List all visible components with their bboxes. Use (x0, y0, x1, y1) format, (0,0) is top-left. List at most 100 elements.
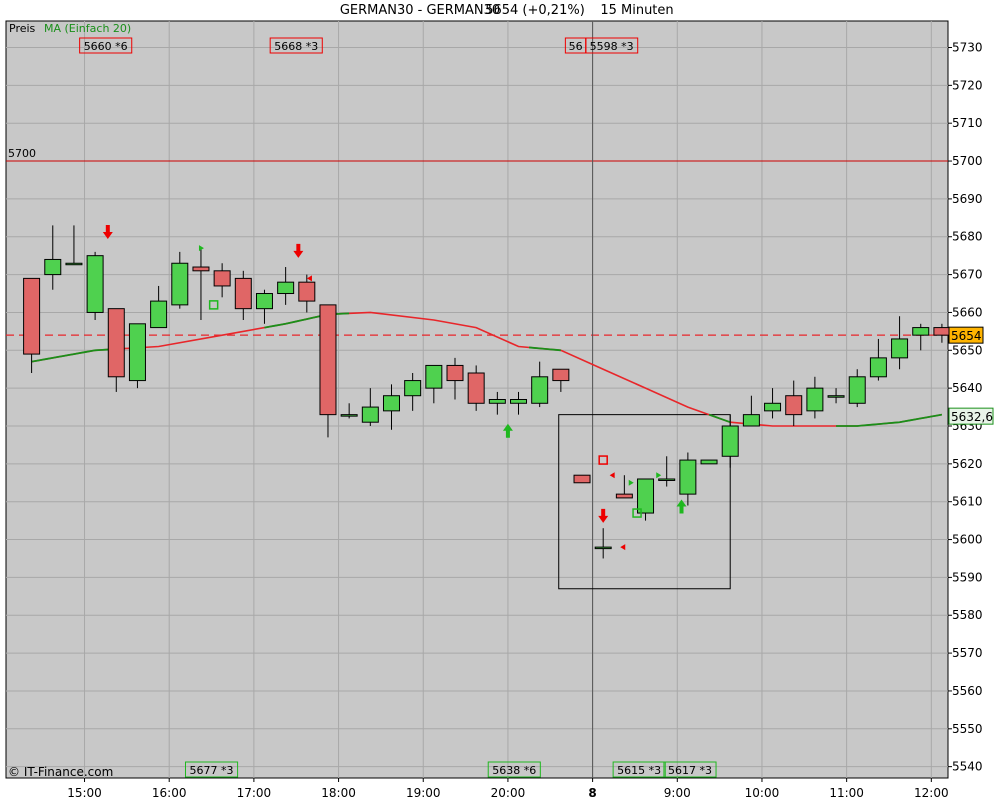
y-tick-label: 5560 (952, 684, 983, 698)
signal-square (632, 508, 642, 518)
candle-up (361, 406, 379, 423)
candle-up (700, 459, 718, 465)
candle-up (721, 425, 739, 457)
candle-up (65, 262, 83, 266)
candle-up (679, 459, 697, 495)
y-tick-label: 5570 (952, 646, 983, 660)
sell-arrow (293, 243, 304, 258)
y-tick-label: 5670 (952, 268, 983, 282)
ma-tag (948, 407, 994, 425)
candle-up (742, 414, 760, 427)
x-tick-label: 12:00 (914, 786, 949, 800)
legend-ma: MA (Einfach 20) (44, 22, 131, 35)
x-tick-label: 19:00 (406, 786, 441, 800)
y-tick-label: 5650 (952, 343, 983, 357)
candle-up (171, 262, 189, 306)
candle-up (531, 376, 549, 404)
last-price-tag-label: 5654 (951, 329, 982, 343)
x-tick-label: 17:00 (237, 786, 272, 800)
x-tick-label: 10:00 (745, 786, 780, 800)
x-tick-label: 8 (588, 786, 596, 800)
chart-price: 5654 (+0,21%) (485, 3, 585, 18)
candle-up (510, 399, 528, 404)
top-label-box (585, 37, 639, 54)
y-tick-label: 5680 (952, 230, 983, 244)
y-tick-label: 5590 (952, 570, 983, 584)
y-tick-label: 5540 (952, 760, 983, 774)
candle-up (827, 395, 845, 398)
sell-arrow (102, 224, 113, 239)
signal-marker (656, 472, 662, 479)
candle-down (615, 493, 633, 499)
candle-up (340, 414, 358, 417)
y-tick-label: 5600 (952, 533, 983, 547)
chart-symbol: GERMAN30 - GERMAN30 (340, 3, 500, 18)
candle-down (933, 327, 951, 336)
candle-down (192, 266, 210, 272)
x-tick-label: 16:00 (152, 786, 187, 800)
y-tick-label: 5690 (952, 192, 983, 206)
top-label: 5660 *6 (84, 40, 128, 53)
bottom-label: 5615 *3 (617, 764, 661, 777)
y-tick-label: 5640 (952, 381, 983, 395)
candle-up (404, 380, 422, 397)
top-label: 56 (569, 40, 583, 53)
candle-down (298, 281, 316, 302)
signal-marker (628, 479, 634, 486)
candle-up (150, 300, 168, 329)
bottom-label-box (184, 761, 239, 778)
signal-marker (620, 544, 626, 551)
candle-up (806, 387, 824, 412)
candle-up (277, 281, 295, 295)
signal-square (208, 300, 219, 310)
top-label-box (79, 37, 133, 54)
selection-box (558, 414, 731, 590)
candle-up (869, 357, 887, 378)
candle-down (785, 395, 803, 416)
candle-up (912, 327, 930, 336)
y-tick-label: 5730 (952, 40, 983, 54)
candle-up (86, 255, 104, 313)
candle-up (658, 478, 676, 481)
candle-up (594, 546, 612, 550)
last-price-tag (948, 326, 984, 344)
buy-arrow (502, 423, 513, 438)
candle-down (467, 372, 485, 404)
y-tick-label: 5710 (952, 116, 983, 130)
y-tick-label: 5720 (952, 78, 983, 92)
y-tick-label: 5550 (952, 722, 983, 736)
x-tick-label: 9:00 (664, 786, 691, 800)
signal-marker (198, 245, 204, 252)
candle-up (44, 258, 62, 276)
candle-up (488, 399, 506, 404)
top-label: 5668 *3 (274, 40, 318, 53)
candle-up (848, 376, 866, 404)
y-tick-label: 5580 (952, 608, 983, 622)
y-tick-label: 5610 (952, 495, 983, 509)
candle-down (319, 304, 337, 416)
signal-marker (306, 275, 312, 282)
candle-up (425, 364, 443, 389)
bottom-label-box (487, 761, 541, 778)
x-tick-label: 20:00 (491, 786, 526, 800)
x-tick-label: 18:00 (321, 786, 356, 800)
candle-up (255, 293, 273, 310)
x-tick-label: 11:00 (829, 786, 864, 800)
legend-strip (6, 21, 948, 35)
candle-up (637, 478, 655, 514)
y-tick-label: 5700 (952, 154, 983, 168)
ma-line-rising (708, 413, 731, 424)
bottom-label: 5617 *3 (668, 764, 712, 777)
candle-down (552, 368, 570, 382)
bottom-label-box (663, 761, 717, 778)
x-tick-label: 15:00 (67, 786, 102, 800)
signal-marker (609, 472, 615, 479)
reference-line-label: 5700 (8, 147, 36, 160)
candle-up (764, 402, 782, 412)
candle-down (213, 270, 231, 287)
legend-price: Preis (9, 22, 36, 35)
y-tick-label: 5660 (952, 305, 983, 319)
ma-line-rising (836, 413, 943, 427)
ma-line-rising (31, 348, 117, 363)
